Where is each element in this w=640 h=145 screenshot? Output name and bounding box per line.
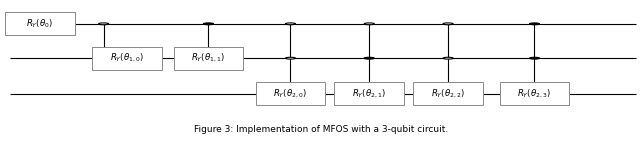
Circle shape <box>285 23 296 25</box>
FancyBboxPatch shape <box>500 82 570 105</box>
FancyBboxPatch shape <box>92 47 162 70</box>
Circle shape <box>364 57 374 59</box>
Circle shape <box>204 23 214 25</box>
Circle shape <box>529 57 540 59</box>
FancyBboxPatch shape <box>413 82 483 105</box>
Circle shape <box>443 23 453 25</box>
Text: $R_Y(\theta_{2,1})$: $R_Y(\theta_{2,1})$ <box>352 88 387 100</box>
Text: $R_Y(\theta_{1,1})$: $R_Y(\theta_{1,1})$ <box>191 52 225 64</box>
Circle shape <box>99 23 109 25</box>
Text: $R_Y(\theta_{2,3})$: $R_Y(\theta_{2,3})$ <box>517 88 552 100</box>
FancyBboxPatch shape <box>5 12 75 35</box>
Text: $R_Y(\theta_{1,0})$: $R_Y(\theta_{1,0})$ <box>110 52 144 64</box>
FancyBboxPatch shape <box>334 82 404 105</box>
Text: $R_Y(\theta_{2,2})$: $R_Y(\theta_{2,2})$ <box>431 88 465 100</box>
Circle shape <box>285 57 296 59</box>
Text: $R_Y(\theta_{2,0})$: $R_Y(\theta_{2,0})$ <box>273 88 308 100</box>
FancyBboxPatch shape <box>255 82 325 105</box>
Circle shape <box>529 23 540 25</box>
Circle shape <box>364 23 374 25</box>
Circle shape <box>443 57 453 59</box>
FancyBboxPatch shape <box>173 47 243 70</box>
Text: Figure 3: Implementation of MFOS with a 3-qubit circuit.: Figure 3: Implementation of MFOS with a … <box>194 125 448 134</box>
Text: $R_Y(\theta_0)$: $R_Y(\theta_0)$ <box>26 18 54 30</box>
